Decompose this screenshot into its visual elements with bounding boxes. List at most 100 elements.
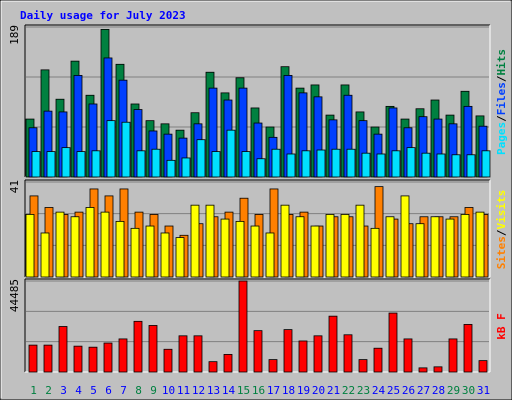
legend-separator: / xyxy=(495,115,508,122)
bar xyxy=(298,340,308,373)
bar xyxy=(418,367,428,373)
bar xyxy=(325,214,335,278)
bar xyxy=(181,157,191,178)
bar xyxy=(253,330,263,373)
bar xyxy=(238,280,248,373)
x-tick-label: 17 xyxy=(267,384,280,397)
bar xyxy=(265,232,275,278)
bar xyxy=(115,220,125,278)
bar xyxy=(475,211,485,278)
bar xyxy=(415,223,425,278)
bar xyxy=(283,329,293,373)
x-tick-label: 8 xyxy=(135,384,142,397)
bar xyxy=(46,151,56,178)
bar xyxy=(133,320,143,373)
bar xyxy=(61,147,71,178)
bar xyxy=(250,225,260,278)
bar xyxy=(223,354,233,373)
bar xyxy=(316,149,326,178)
legend-entry: Sites xyxy=(495,236,508,269)
bar xyxy=(361,152,371,178)
legend-separator: / xyxy=(495,229,508,236)
bar xyxy=(118,338,128,373)
bar xyxy=(301,150,311,178)
x-tick-label: 1 xyxy=(30,384,37,397)
bar xyxy=(373,347,383,373)
bar xyxy=(370,227,380,278)
x-tick-label: 12 xyxy=(192,384,205,397)
x-tick-label: 27 xyxy=(417,384,430,397)
bar xyxy=(130,227,140,278)
x-tick-label: 6 xyxy=(105,384,112,397)
bar xyxy=(178,335,188,373)
x-tick-label: 30 xyxy=(462,384,475,397)
bar xyxy=(28,344,38,373)
bar xyxy=(271,148,281,178)
x-tick-label: 19 xyxy=(297,384,310,397)
bar xyxy=(256,158,266,178)
bar xyxy=(136,150,146,178)
bar xyxy=(376,153,386,178)
x-tick-label: 14 xyxy=(222,384,236,397)
bar xyxy=(40,232,50,278)
bar xyxy=(106,120,116,178)
bar xyxy=(31,151,41,178)
bar xyxy=(280,204,290,278)
bar xyxy=(481,150,491,178)
x-tick-label: 23 xyxy=(357,384,370,397)
bar xyxy=(385,216,395,278)
bar xyxy=(268,359,278,373)
x-tick-label: 15 xyxy=(237,384,250,397)
bar xyxy=(400,195,410,278)
x-tick-label: 29 xyxy=(447,384,460,397)
x-tick-label: 7 xyxy=(120,384,127,397)
bar xyxy=(91,150,101,178)
bar xyxy=(226,129,236,178)
x-tick-label: 3 xyxy=(60,384,67,397)
bar xyxy=(241,151,251,178)
legend: Sites/Visits xyxy=(495,190,508,270)
bar xyxy=(328,315,338,373)
bar xyxy=(343,334,353,373)
legend-entry: Visits xyxy=(495,190,508,230)
bar xyxy=(85,207,95,278)
bar xyxy=(391,150,401,178)
legend-entry: Hits xyxy=(495,49,508,76)
bar xyxy=(433,366,443,373)
bar xyxy=(175,237,185,278)
bar xyxy=(103,342,113,373)
bar xyxy=(355,204,365,278)
bar xyxy=(100,211,110,278)
bar xyxy=(421,152,431,178)
bar xyxy=(25,214,35,278)
bar xyxy=(448,338,458,373)
bar xyxy=(340,214,350,278)
x-tick-label: 5 xyxy=(90,384,97,397)
bar xyxy=(151,148,161,178)
bar xyxy=(205,204,215,278)
legend-separator: / xyxy=(495,75,508,82)
bar xyxy=(358,359,368,373)
bar xyxy=(286,153,296,178)
bar xyxy=(166,159,176,178)
x-tick-label: 20 xyxy=(312,384,325,397)
bar xyxy=(346,148,356,178)
bar xyxy=(193,335,203,373)
bar xyxy=(145,225,155,278)
x-tick-label: 11 xyxy=(177,384,190,397)
x-tick-label: 10 xyxy=(162,384,175,397)
legend: kB F xyxy=(495,313,508,340)
bar xyxy=(463,324,473,373)
bar xyxy=(478,360,488,373)
bar xyxy=(208,361,218,373)
bar xyxy=(403,338,413,373)
bar xyxy=(295,216,305,278)
bar xyxy=(430,216,440,278)
x-tick-label: 4 xyxy=(75,384,82,397)
x-tick-label: 28 xyxy=(432,384,445,397)
y-max-label: 41 xyxy=(8,180,21,193)
y-max-label: 44485 xyxy=(8,279,21,312)
bar xyxy=(76,151,86,178)
bar xyxy=(55,211,65,278)
legend-entry: Pages xyxy=(495,122,508,155)
